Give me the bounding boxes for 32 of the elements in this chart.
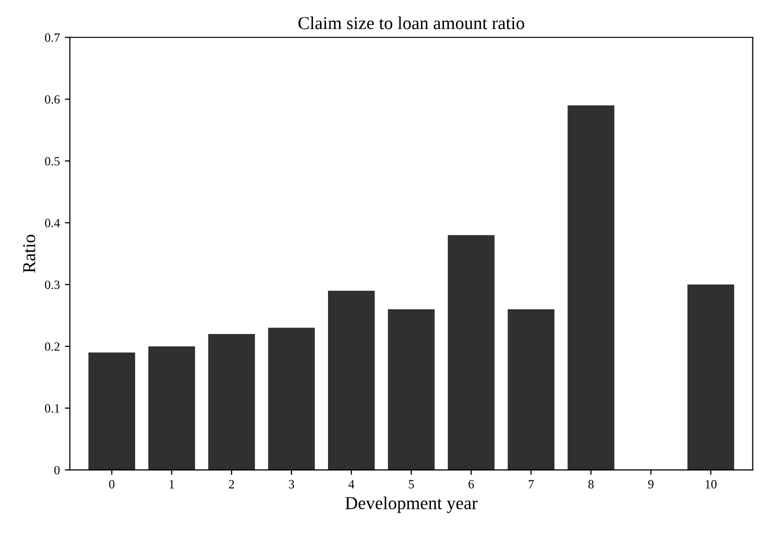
y-tick-label: 0.1	[44, 404, 60, 413]
y-tick-label: 0.2	[44, 342, 60, 351]
chart-title: Claim size to loan amount ratio	[298, 16, 524, 30]
y-tick-label: 0.6	[44, 95, 60, 104]
bar	[448, 235, 495, 470]
y-axis-title: Ratio	[23, 234, 36, 273]
bar	[568, 105, 614, 470]
x-tick-label: 9	[648, 480, 654, 488]
x-tick-label: 7	[528, 480, 534, 488]
bar	[388, 309, 435, 470]
x-tick-label: 2	[229, 480, 234, 488]
bar	[328, 290, 375, 470]
y-tick-label: 0.3	[44, 280, 60, 290]
x-tick-label: 6	[468, 480, 474, 488]
x-tick-label: 5	[408, 480, 414, 488]
x-tick-label: 10	[706, 480, 717, 488]
x-axis-title: Development year	[345, 496, 478, 513]
bar	[148, 346, 196, 470]
y-tick-label: 0.4	[44, 218, 60, 228]
x-tick-label: 1	[170, 480, 174, 488]
y-tick-label: 0	[54, 466, 60, 474]
y-tick-label: 0.5	[44, 156, 60, 166]
x-tick-label: 8	[588, 480, 594, 488]
y-tick-label: 0.7	[44, 33, 60, 42]
x-tick-label: 4	[348, 480, 354, 488]
bar	[88, 352, 136, 470]
bar	[268, 328, 315, 470]
x-tick-label: 0	[109, 480, 114, 488]
bar	[687, 284, 734, 470]
bar	[208, 334, 255, 470]
bar	[508, 309, 554, 470]
x-tick-label: 3	[288, 480, 294, 488]
